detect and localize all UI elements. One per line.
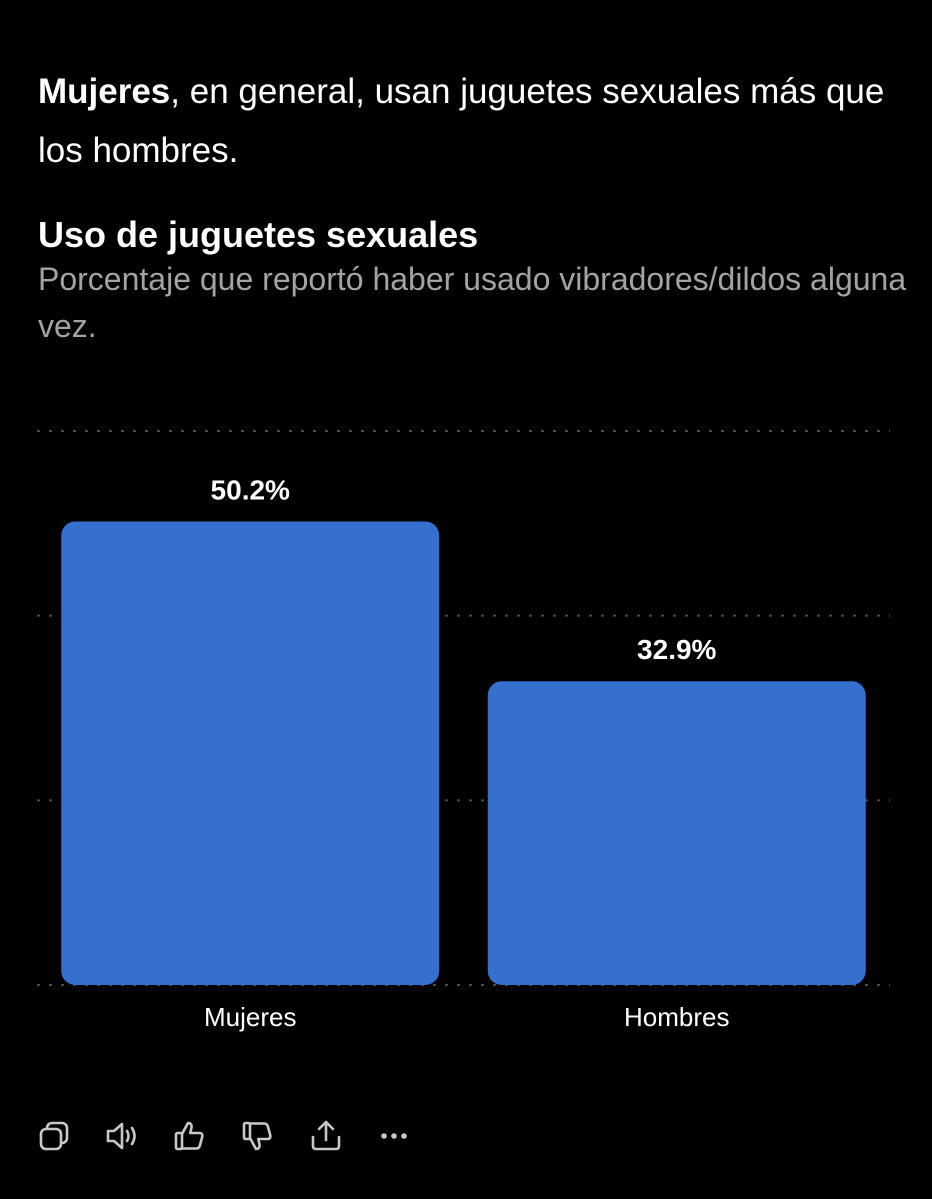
data-label: 32.9% [637, 634, 716, 665]
share-icon[interactable] [308, 1118, 344, 1154]
bar-chart: 50.2% Mujeres 32.9% Hombres [37, 430, 890, 1032]
response-text-rest: , en general, usan juguetes sexuales más… [38, 72, 885, 170]
thumbs-up-icon[interactable] [172, 1118, 208, 1154]
data-label: 50.2% [211, 474, 290, 505]
action-bar [36, 1114, 412, 1158]
bar-hombres [487, 681, 866, 985]
thumbs-down-icon[interactable] [240, 1118, 276, 1154]
speaker-icon[interactable] [104, 1118, 140, 1154]
x-tick-label: Mujeres [204, 1002, 296, 1032]
chart-subtitle: Porcentaje que reportó haber usado vibra… [38, 261, 907, 344]
response-text-bold: Mujeres [38, 72, 171, 111]
response-text: Mujeres, en general, usan juguetes sexua… [38, 62, 898, 180]
chart-title: Uso de juguetes sexuales [38, 214, 479, 255]
more-icon[interactable] [376, 1118, 412, 1154]
bar-mujeres [61, 521, 440, 985]
copy-icon[interactable] [36, 1118, 72, 1154]
x-tick-label: Hombres [624, 1002, 729, 1032]
